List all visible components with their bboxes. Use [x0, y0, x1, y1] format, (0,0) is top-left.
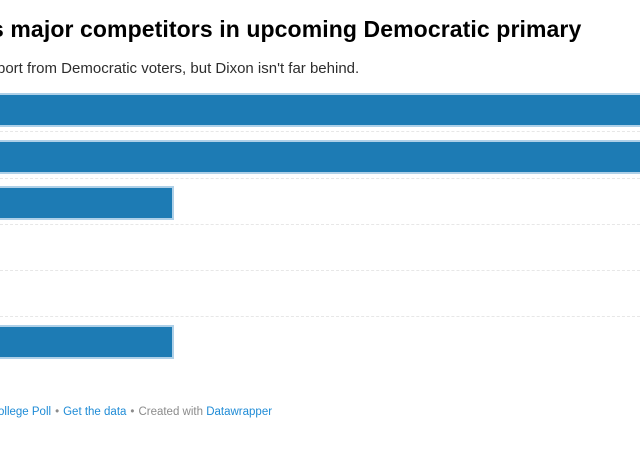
chart-row [0, 278, 640, 324]
chart-row [0, 186, 640, 232]
row-separator [0, 316, 640, 317]
bar [0, 140, 640, 174]
chart-title: s major competitors in upcoming Democrat… [0, 16, 582, 42]
chart-subtitle: port from Democratic voters, but Dixon i… [0, 60, 360, 77]
chart-row [0, 232, 640, 278]
get-the-data-link[interactable]: Get the data [63, 406, 127, 418]
bar [0, 186, 174, 220]
chart-row [0, 140, 640, 186]
chart-row [0, 325, 640, 371]
row-separator [0, 270, 640, 271]
row-separator [0, 131, 640, 132]
footer-bullet: • [130, 406, 135, 418]
row-separator [0, 224, 640, 225]
chart-row [0, 93, 640, 139]
row-separator [0, 178, 640, 179]
footer-bullet: • [55, 406, 60, 418]
created-with-label: Created with [138, 406, 203, 418]
bar [0, 325, 174, 359]
chart-footer: ollege Poll • Get the data • Created with Da… [0, 404, 272, 421]
bar [0, 93, 640, 127]
datawrapper-link[interactable]: Datawrapper [206, 406, 273, 418]
source-link[interactable]: ollege Poll [0, 406, 52, 418]
